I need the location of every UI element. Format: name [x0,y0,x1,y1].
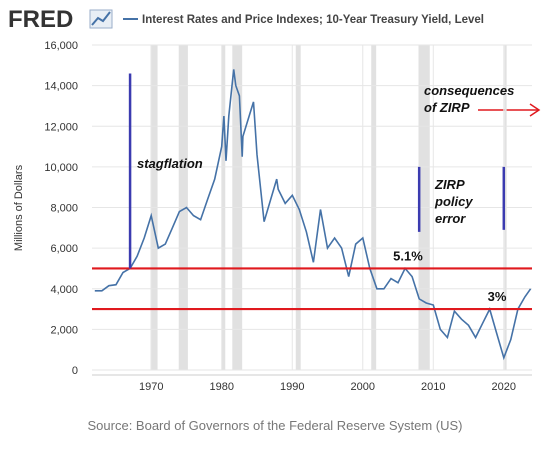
series-line [94,69,532,361]
annotation: stagflation [137,156,203,171]
y-tick-label: 2,000 [50,324,78,336]
y-tick-label: 16,000 [44,40,78,52]
x-tick-label: 1980 [210,381,234,393]
x-tick-label: 1990 [280,381,304,393]
legend-label: Interest Rates and Price Indexes; 10-Yea… [142,14,484,26]
y-tick-label: 6,000 [50,243,78,255]
annotation: error [435,211,466,226]
reference-label: 3% [488,289,507,304]
y-tick-label: 10,000 [44,162,78,174]
x-tick-label: 2000 [351,381,375,393]
x-tick-label: 1970 [139,381,163,393]
y-tick-label: 8,000 [50,203,78,215]
logo: FRED [8,6,73,33]
y-tick-label: 0 [72,365,78,377]
y-tick-label: 14,000 [44,81,78,93]
x-tick-label: 2010 [421,381,445,393]
x-tick-label: 2020 [492,381,516,393]
y-tick-label: 4,000 [50,284,78,296]
annotation: of ZIRP [424,100,470,115]
y-tick-label: 12,000 [44,121,78,133]
annotation: ZIRP [434,177,465,192]
annotation: policy [434,194,473,209]
logo-icon [89,9,113,29]
arrow [478,103,541,117]
reference-label: 5.1% [393,248,423,263]
annotation: consequences [424,83,514,98]
source: Source: Board of Governors of the Federa… [88,418,463,433]
y-axis-label: Millions of Dollars [13,164,25,251]
